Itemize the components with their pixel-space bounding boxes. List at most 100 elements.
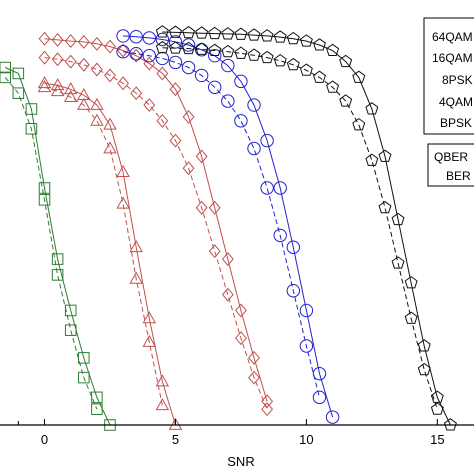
series-square-qber-point — [51, 253, 64, 265]
series-diamond-ber-point — [104, 68, 116, 83]
series-triangle-ber-point — [142, 334, 157, 347]
series-diamond-qber-point — [235, 303, 247, 318]
series-pentagon-qber-point — [417, 339, 431, 352]
legend-entry-qber: QBER — [434, 150, 468, 164]
legend-entry-4qam: 4QAM — [439, 95, 473, 109]
series-diamond-qber-point — [64, 34, 77, 49]
series-pentagon-qber-point — [339, 54, 353, 68]
legend-entry-bpsk: BPSK — [440, 116, 472, 130]
series-circle-ber-point — [116, 45, 130, 59]
series-pentagon-qber-point — [155, 25, 169, 38]
series-pentagon-qber-point — [168, 25, 182, 38]
series-pentagon-qber-point — [286, 31, 300, 45]
series-pentagon-qber-point — [378, 149, 392, 162]
series-diamond-ber-point — [117, 76, 130, 91]
series-pentagon-ber-point — [195, 42, 209, 55]
series-pentagon-ber-point — [352, 117, 366, 131]
series-triangle-ber-point — [103, 141, 117, 154]
series-circle-qber-point — [155, 32, 170, 47]
series-circle-qber-point — [234, 74, 248, 89]
series-square-qber-point — [25, 103, 38, 115]
series-pentagon-ber-point — [234, 46, 248, 59]
series-circle-qber-point — [299, 303, 314, 318]
series-circle-qber-line — [123, 35, 334, 418]
series-triangle-qber-point — [90, 97, 104, 110]
series-triangle-ber-point — [116, 196, 130, 209]
series-diamond-qber-point — [261, 394, 274, 409]
series-diamond-ber-point — [51, 52, 64, 67]
series-circle-ber-point — [260, 181, 274, 195]
x-tick-label: 0 — [41, 432, 48, 447]
series-diamond-ber-point — [235, 331, 247, 346]
series-circle-ber-point — [168, 55, 183, 70]
series-circle-ber-point — [129, 47, 143, 61]
series-diamond-ber-point — [90, 62, 103, 77]
series-triangle-ber-point — [155, 398, 170, 411]
series-pentagon-qber-point — [313, 38, 326, 51]
legend-entry-16qam: 16QAM — [432, 51, 473, 65]
series-circle-ber-point — [221, 94, 235, 108]
series-circle-ber-point — [286, 284, 301, 298]
series-diamond-qber-point — [38, 31, 51, 46]
series-triangle-qber-point — [142, 311, 157, 324]
series-circle-ber-point — [181, 60, 196, 75]
series-square-ber-point — [38, 194, 51, 206]
series-pentagon-qber-point — [299, 34, 313, 47]
series-square-ber-point — [25, 122, 38, 135]
series-circle-qber-point — [260, 133, 274, 148]
series-square-qber-point — [64, 304, 77, 317]
series-diamond-ber-point — [169, 133, 182, 148]
series-pentagon-ber-point — [155, 40, 169, 54]
series-square-ber-line — [4, 77, 98, 410]
series-diamond-qber-point — [77, 34, 90, 49]
series-pentagon-ber-point — [299, 63, 313, 76]
series-triangle-ber-point — [90, 113, 104, 126]
series-circle-ber-point — [312, 390, 327, 405]
series-triangle — [37, 76, 183, 430]
series-pentagon-qber-point — [208, 26, 222, 40]
series-triangle-ber-point — [129, 271, 143, 284]
series-pentagon-qber-point — [234, 27, 248, 40]
series-circle-qber-point — [273, 181, 287, 195]
series-triangle-qber-line — [44, 82, 176, 426]
series-pentagon-ber-point — [313, 70, 326, 83]
series-diamond-qber-line — [44, 38, 268, 402]
series-circle-ber-point — [208, 80, 222, 94]
series-pentagon-ber-point — [260, 50, 274, 64]
legend-modulation: 64QAM 16QAM 8PSK 4QAM BPSK — [423, 17, 474, 135]
series-circle-ber-point — [194, 68, 209, 83]
series-square-qber-point — [91, 391, 103, 404]
series-circle — [116, 29, 340, 424]
series-pentagon-qber-point — [404, 275, 418, 289]
legend-modulation-box — [423, 17, 474, 135]
series-diamond-qber-point — [208, 200, 221, 215]
series-circle-qber-point — [247, 98, 261, 112]
x-tick-label: 15 — [430, 432, 444, 447]
series-diamond-ber-point — [38, 50, 51, 65]
series-triangle-qber-point — [103, 117, 117, 130]
x-tick-label: 5 — [172, 432, 179, 447]
series-triangle-qber-point — [129, 240, 143, 253]
series-diamond-qber-point — [156, 66, 169, 81]
series-pentagon-qber-point — [365, 102, 379, 115]
series-diamond-ber-point — [261, 402, 274, 417]
series-triangle-qber-point — [77, 87, 91, 101]
series-pentagon-ber-point — [168, 41, 182, 54]
series-triangle-ber-point — [37, 80, 52, 93]
series-pentagon-qber-point — [430, 390, 444, 403]
series-diamond-qber-point — [195, 149, 208, 164]
series-pentagon-qber-point — [326, 43, 340, 57]
series-diamond-qber-point — [169, 82, 182, 97]
series-diamond-ber-point — [156, 113, 169, 128]
series-pentagon-ber-point — [273, 53, 287, 67]
series-diamond-ber-point — [64, 54, 77, 69]
series-diamond-ber-line — [44, 57, 268, 410]
series-square-ber-point — [51, 269, 64, 281]
legend-style-box — [427, 143, 474, 187]
series-circle-qber-point — [286, 240, 301, 254]
series-diamond-ber-point — [248, 370, 260, 385]
series-pentagon-qber-point — [352, 70, 366, 83]
series-circle-qber-point — [325, 410, 340, 424]
series-circle-ber-point — [299, 339, 314, 353]
